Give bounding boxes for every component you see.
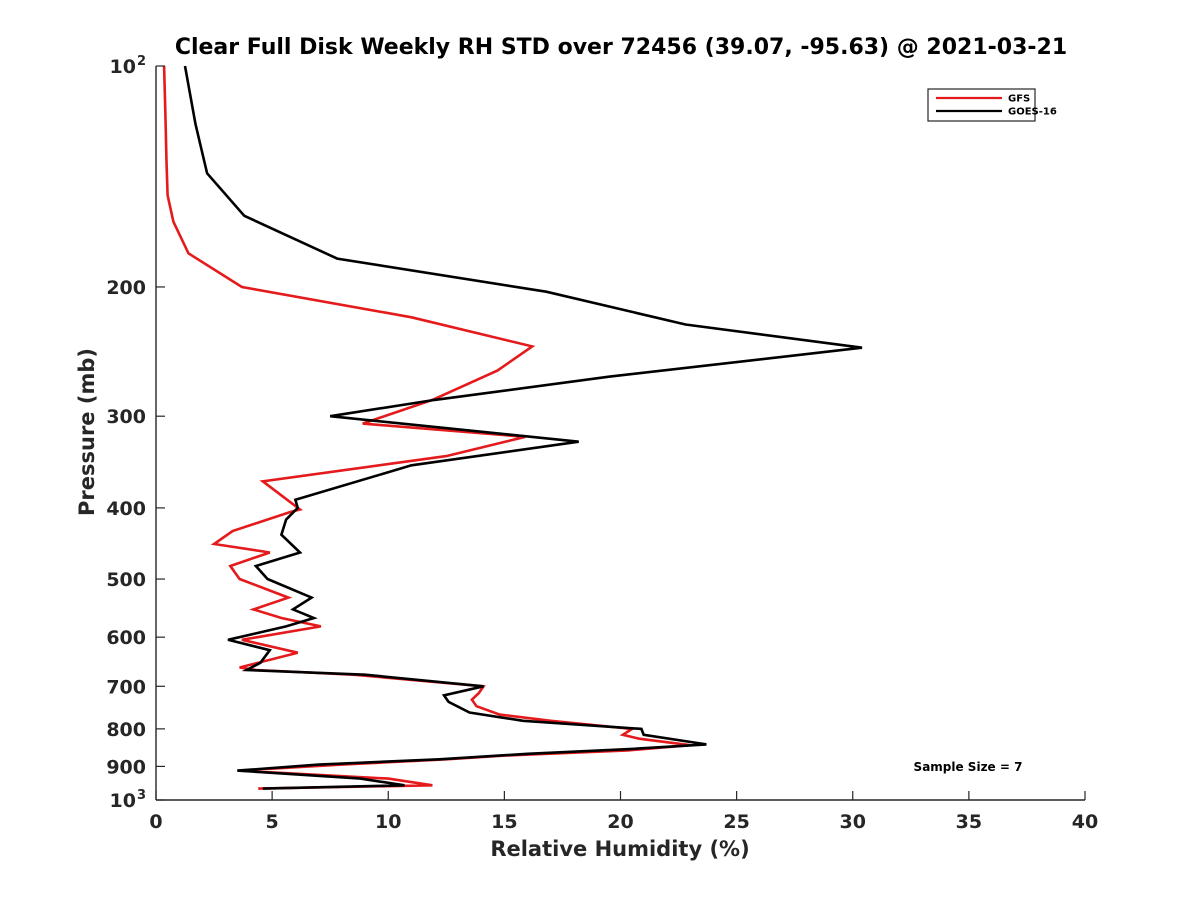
y-tick-label: 800	[106, 719, 146, 741]
x-tick-label: 20	[607, 811, 633, 833]
series-layer	[162, 65, 863, 790]
y-tick-label: 10	[110, 56, 136, 78]
chart-title: Clear Full Disk Weekly RH STD over 72456…	[175, 35, 1067, 60]
x-tick-label: 15	[491, 811, 517, 833]
y-tick-label: 300	[106, 406, 146, 428]
x-tick-label: 40	[1072, 811, 1098, 833]
sample-size-annotation: Sample Size = 7	[914, 760, 1023, 774]
legend-box	[927, 88, 1036, 122]
y-tick-label: 200	[106, 277, 146, 299]
x-tick-label: 0	[149, 811, 162, 833]
legend-label-gfs: GFS	[1008, 94, 1030, 105]
x-tick-label: 10	[375, 811, 401, 833]
y-tick-label: 400	[106, 498, 146, 520]
x-tick-label: 30	[840, 811, 866, 833]
y-axis-label: Pressure (mb)	[75, 348, 99, 516]
y-tick-label: 600	[106, 627, 146, 649]
legend-label-goes16: GOES-16	[1008, 107, 1057, 118]
y-tick-exponent: 3	[137, 788, 146, 803]
y-tick-label: 500	[106, 569, 146, 591]
x-axis-label: Relative Humidity (%)	[490, 837, 749, 861]
y-tick-label: 900	[106, 756, 146, 778]
x-tick-label: 5	[266, 811, 279, 833]
x-tick-label: 35	[956, 811, 982, 833]
x-tick-label: 25	[723, 811, 749, 833]
y-tick-label: 10	[110, 790, 136, 812]
y-tick-exponent: 2	[137, 54, 146, 69]
series-line-goes16	[183, 65, 863, 790]
legend: GFS GOES-16	[927, 88, 1057, 122]
plot-area	[155, 66, 1085, 801]
y-tick-label: 700	[106, 676, 146, 698]
